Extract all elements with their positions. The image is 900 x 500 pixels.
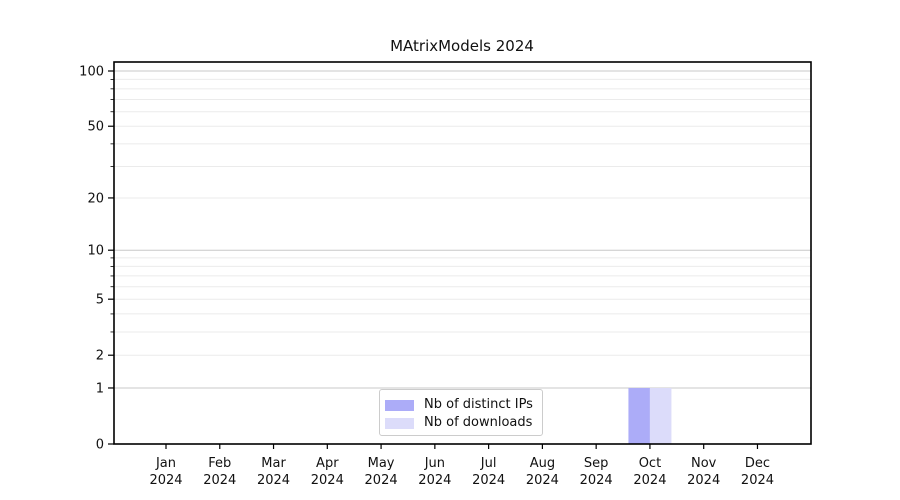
legend-swatch-downloads (385, 417, 414, 429)
x-tick-label-year: 2024 (149, 473, 182, 488)
x-tick-label-year: 2024 (203, 473, 236, 488)
legend-item-downloads: Nb of downloads (385, 415, 536, 431)
x-tick-label-year: 2024 (418, 473, 451, 488)
x-tick-label-month: May (368, 456, 395, 471)
x-tick-label-month: Mar (261, 456, 286, 471)
y-tick-label: 100 (79, 65, 104, 80)
x-tick-label-month: Aug (530, 456, 555, 471)
x-tick-label-year: 2024 (741, 473, 774, 488)
x-tick-label-year: 2024 (311, 473, 344, 488)
x-tick-label-year: 2024 (526, 473, 559, 488)
x-tick-label-month: Jun (424, 456, 445, 471)
bar-downloads (649, 387, 672, 444)
y-tick-label: 10 (87, 244, 104, 259)
x-tick-label-month: Jan (155, 456, 176, 471)
legend-item-distinct-ips: Nb of distinct IPs (385, 397, 536, 413)
x-tick-label-month: Feb (208, 456, 231, 471)
axis-ticks (108, 70, 759, 449)
chart-title: MAtrixModels 2024 (390, 37, 534, 55)
x-tick-label-year: 2024 (472, 473, 505, 488)
x-tick-label-month: Apr (316, 456, 339, 471)
x-tick-label-month: Nov (691, 456, 717, 471)
x-tick-label-year: 2024 (257, 473, 290, 488)
y-axis-labels: 0 1 2 5 10 20 50 100 (79, 65, 104, 453)
y-tick-label: 20 (87, 191, 104, 206)
x-tick-label-year: 2024 (633, 473, 666, 488)
y-tick-label: 1 (96, 381, 104, 396)
y-tick-label: 2 (96, 349, 104, 364)
x-tick-label-year: 2024 (580, 473, 613, 488)
plot-border (113, 61, 812, 445)
x-tick-label-year: 2024 (365, 473, 398, 488)
legend: Nb of distinct IPs Nb of downloads (379, 389, 543, 436)
legend-label-distinct-ips: Nb of distinct IPs (424, 397, 533, 412)
x-axis-labels: Jan 2024 Feb 2024 Mar 2024 Apr 2024 May 2024 Jun 20… (149, 456, 774, 488)
bar-distinct-ips (628, 387, 650, 444)
x-tick-label-month: Oct (639, 456, 661, 471)
legend-swatch-distinct-ips (385, 399, 414, 411)
y-tick-label: 5 (96, 293, 104, 308)
y-tick-label: 50 (87, 120, 104, 135)
gridlines (114, 70, 811, 389)
bars (628, 387, 672, 444)
x-tick-label-year: 2024 (687, 473, 720, 488)
legend-label-downloads: Nb of downloads (424, 415, 533, 430)
x-tick-label-month: Jul (480, 456, 497, 471)
x-tick-label-month: Sep (584, 456, 609, 471)
y-tick-label: 0 (96, 438, 104, 453)
x-tick-label-month: Dec (745, 456, 770, 471)
